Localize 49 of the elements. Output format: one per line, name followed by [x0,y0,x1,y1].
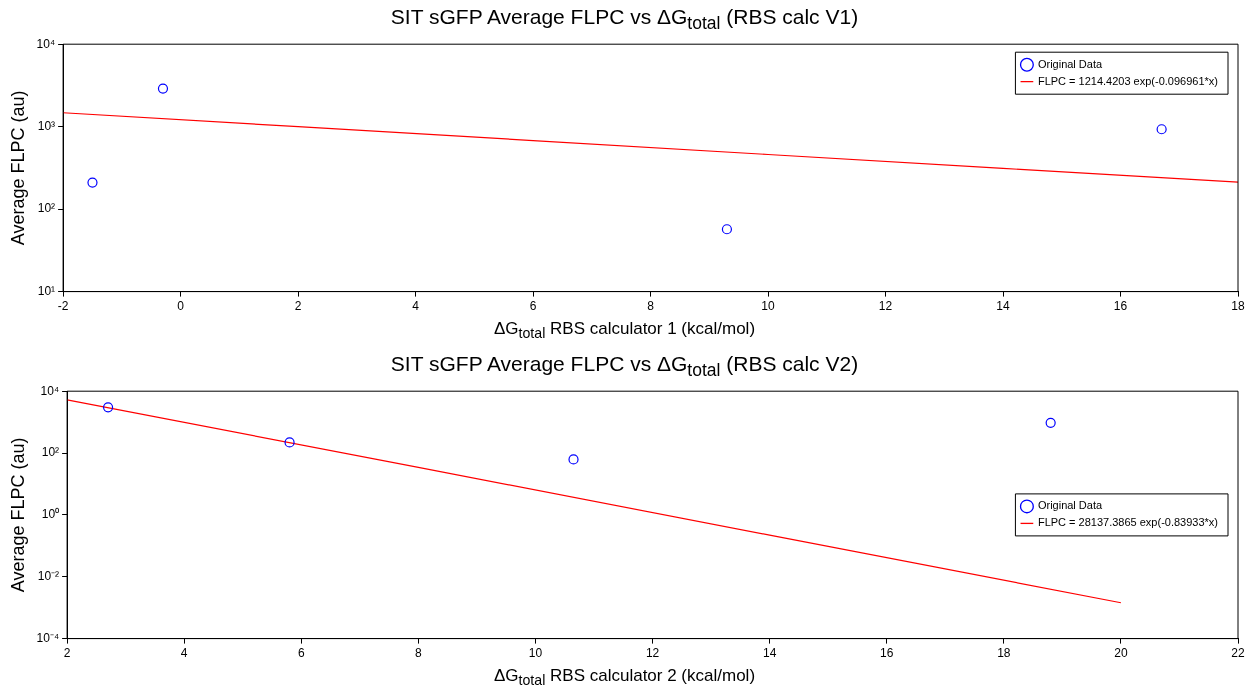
y-tick-label: 10⁻⁴ [36,630,60,645]
x-tick-label: 2 [294,299,302,314]
x-tick-label: 16 [1113,299,1128,314]
point [568,454,579,465]
x-tick-label: 20 [1114,646,1128,661]
x-tick-label: 4 [180,646,188,661]
point [1045,417,1056,428]
point [102,402,114,413]
y-tick-label: 10⁻² [37,569,60,584]
x-tick-label: 8 [415,646,423,661]
x-tick-label: 6 [529,299,537,314]
x-tick-label: 18 [1231,299,1245,314]
y-tick-label: 10⁴ [40,383,60,398]
x-tick-label: 2 [63,646,71,661]
x-tick-label: 6 [297,646,305,661]
y-tick-label: 10⁴ [36,36,56,51]
x-tick-label: 14 [762,646,777,661]
x-tick-label: 14 [996,299,1011,314]
x-axis-title: ΔG$_{total}$ RBS calculator 2 (kcal/mol) [492,665,757,691]
legend-label: FLPC = 1214.4203 exp(-0.096961*x) [1037,74,1218,87]
point [1156,124,1167,135]
y-tick-label: 10³ [37,118,56,133]
legend-label: Original Data [1037,57,1103,70]
y-axis-title: Average FLPC (au) [7,90,28,246]
y-tick-label: 10⁰ [41,507,60,522]
chart-title: SIT sGFP Average FLPC vs ΔG$_{total}$ (RBS calc V2) [389,351,860,381]
x-tick-label: 10 [528,646,543,661]
y-axis-title: Average FLPC (au) [7,437,28,593]
point [284,437,295,448]
point [87,177,98,188]
legend-label: Original Data [1037,499,1103,512]
point [157,83,169,94]
chart-title: SIT sGFP Average FLPC vs ΔG$_{total}$ (RBS calc V1) [389,4,860,34]
y-tick-label: 10² [37,201,56,216]
x-tick-label: 22 [1231,646,1245,661]
x-axis-title: ΔG$_{total}$ RBS calculator 1 (kcal/mol) [492,318,757,344]
x-tick-label: 12 [878,299,893,314]
x-tick-label: 12 [645,646,660,661]
y-tick-label: 10¹ [37,283,56,298]
x-tick-label: 18 [997,646,1011,661]
x-tick-label: 4 [412,299,420,314]
x-tick-label: 10 [761,299,776,314]
y-tick-label: 10² [41,445,60,460]
point [721,224,733,235]
x-tick-label: 8 [647,299,655,314]
x-tick-label: 16 [880,646,894,661]
legend-label: FLPC = 28137.3865 exp(-0.83933*x) [1037,516,1218,529]
x-tick-label: 0 [177,299,185,314]
x-tick-label: -2 [57,299,69,314]
